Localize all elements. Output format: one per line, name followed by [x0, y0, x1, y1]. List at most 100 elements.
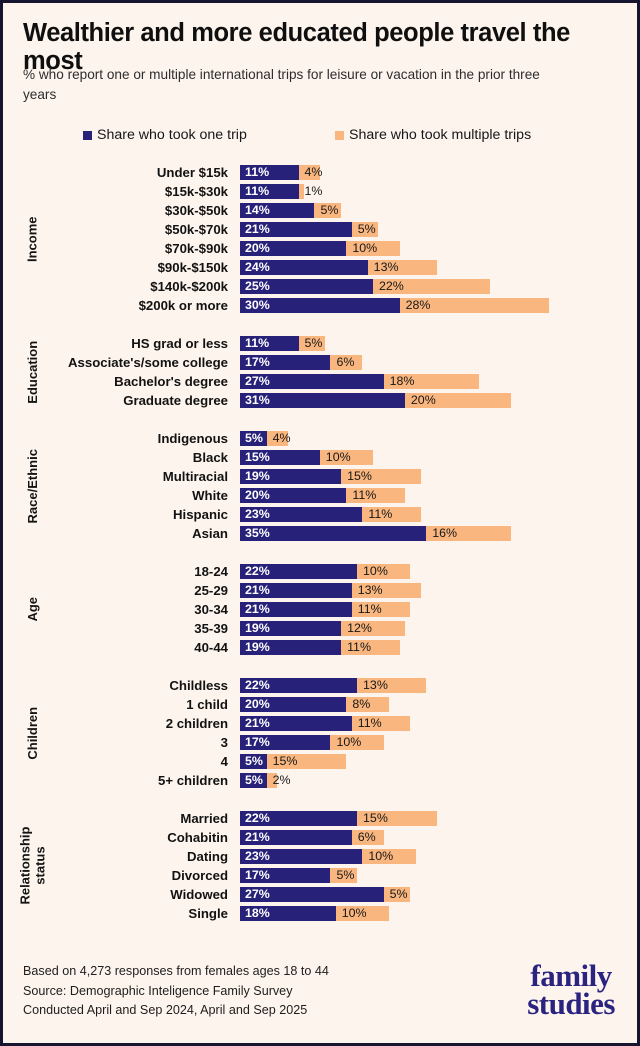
bar-segment-multiple-trips[interactable]: 16%	[426, 526, 512, 541]
bar-segment-one-trip[interactable]: 22%	[240, 564, 358, 579]
chart-row[interactable]: Multiracial 19% 15%	[3, 467, 640, 486]
bar-segment-multiple-trips[interactable]: 11%	[351, 602, 411, 617]
bar-segment-one-trip[interactable]: 35%	[240, 526, 427, 541]
bar-segment-multiple-trips[interactable]: 8%	[346, 697, 389, 712]
bar-segment-one-trip[interactable]: 21%	[240, 602, 352, 617]
bar-segment-one-trip[interactable]: 20%	[240, 697, 347, 712]
bar-segment-one-trip[interactable]: 21%	[240, 716, 352, 731]
chart-row[interactable]: 25-29 21% 13%	[3, 581, 640, 600]
bar-segment-one-trip[interactable]: 23%	[240, 507, 363, 522]
chart-row[interactable]: White 20% 11%	[3, 486, 640, 505]
chart-row[interactable]: $30k-$50k 14% 5%	[3, 201, 640, 220]
bar-segment-one-trip[interactable]: 5%	[240, 431, 267, 446]
chart-row[interactable]: Graduate degree 31% 20%	[3, 391, 640, 410]
chart-row[interactable]: $70k-$90k 20% 10%	[3, 239, 640, 258]
bar-segment-one-trip[interactable]: 11%	[240, 184, 299, 199]
bar-segment-one-trip[interactable]: 21%	[240, 830, 352, 845]
bar-segment-multiple-trips[interactable]: 6%	[351, 830, 384, 845]
bar-segment-multiple-trips[interactable]: 15%	[357, 811, 437, 826]
chart-row[interactable]: Divorced 17% 5%	[3, 866, 640, 885]
bar-segment-multiple-trips[interactable]: 5%	[298, 336, 326, 351]
bar-segment-multiple-trips[interactable]: 10%	[346, 241, 400, 256]
bar-segment-multiple-trips[interactable]: 13%	[351, 583, 421, 598]
chart-row[interactable]: $15k-$30k 11% 1%	[3, 182, 640, 201]
bar-segment-multiple-trips[interactable]: 10%	[335, 906, 389, 921]
chart-row[interactable]: HS grad or less 11% 5%	[3, 334, 640, 353]
chart-row[interactable]: Dating 23% 10%	[3, 847, 640, 866]
bar-segment-multiple-trips[interactable]: 5%	[383, 887, 411, 902]
bar-segment-multiple-trips[interactable]: 10%	[319, 450, 373, 465]
chart-row[interactable]: 4 5% 15%	[3, 752, 640, 771]
bar-segment-multiple-trips[interactable]: 22%	[373, 279, 491, 294]
chart-row[interactable]: Hispanic 23% 11%	[3, 505, 640, 524]
chart-row[interactable]: $200k or more 30% 28%	[3, 296, 640, 315]
chart-row[interactable]: Childless 22% 13%	[3, 676, 640, 695]
bar-segment-multiple-trips[interactable]: 15%	[341, 469, 421, 484]
chart-row[interactable]: Widowed 27% 5%	[3, 885, 640, 904]
bar-segment-multiple-trips[interactable]: 10%	[357, 564, 411, 579]
bar-segment-one-trip[interactable]: 25%	[240, 279, 373, 294]
bar-segment-one-trip[interactable]: 5%	[240, 754, 267, 769]
bar-segment-one-trip[interactable]: 21%	[240, 222, 352, 237]
chart-row[interactable]: 3 17% 10%	[3, 733, 640, 752]
bar-segment-multiple-trips[interactable]: 5%	[351, 222, 379, 237]
bar-segment-one-trip[interactable]: 27%	[240, 887, 384, 902]
bar-segment-one-trip[interactable]: 20%	[240, 488, 347, 503]
chart-row[interactable]: 18-24 22% 10%	[3, 562, 640, 581]
chart-row[interactable]: Married 22% 15%	[3, 809, 640, 828]
bar-segment-multiple-trips[interactable]: 12%	[341, 621, 405, 636]
bar-segment-one-trip[interactable]: 17%	[240, 355, 331, 370]
chart-row[interactable]: 40-44 19% 11%	[3, 638, 640, 657]
bar-segment-one-trip[interactable]: 11%	[240, 165, 299, 180]
bar-segment-multiple-trips[interactable]: 10%	[362, 849, 416, 864]
bar-segment-one-trip[interactable]: 18%	[240, 906, 336, 921]
bar-segment-one-trip[interactable]: 5%	[240, 773, 267, 788]
legend-item-multiple-trips[interactable]: Share who took multiple trips	[335, 127, 531, 143]
chart-row[interactable]: 2 children 21% 11%	[3, 714, 640, 733]
bar-segment-one-trip[interactable]: 30%	[240, 298, 400, 313]
bar-segment-one-trip[interactable]: 21%	[240, 583, 352, 598]
bar-segment-multiple-trips[interactable]: 13%	[367, 260, 437, 275]
bar-segment-multiple-trips[interactable]: 11%	[346, 488, 405, 503]
bar-segment-multiple-trips[interactable]: 10%	[330, 735, 384, 750]
bar-segment-one-trip[interactable]: 19%	[240, 640, 342, 655]
bar-segment-multiple-trips[interactable]: 6%	[330, 355, 363, 370]
chart-row[interactable]: 35-39 19% 12%	[3, 619, 640, 638]
bar-segment-multiple-trips[interactable]: 5%	[314, 203, 342, 218]
bar-segment-one-trip[interactable]: 31%	[240, 393, 405, 408]
bar-segment-multiple-trips[interactable]: 4%	[298, 165, 322, 180]
bar-segment-one-trip[interactable]: 17%	[240, 868, 331, 883]
bar-segment-one-trip[interactable]: 11%	[240, 336, 299, 351]
bar-segment-multiple-trips[interactable]: 15%	[266, 754, 347, 769]
bar-segment-multiple-trips[interactable]: 4%	[266, 431, 291, 446]
bar-segment-one-trip[interactable]: 27%	[240, 374, 384, 389]
bar-segment-multiple-trips[interactable]: 11%	[341, 640, 400, 655]
legend-item-one-trip[interactable]: Share who took one trip	[83, 127, 247, 143]
bar-segment-one-trip[interactable]: 17%	[240, 735, 331, 750]
chart-row[interactable]: 5+ children 5% 2%	[3, 771, 640, 790]
bar-segment-one-trip[interactable]: 19%	[240, 621, 342, 636]
chart-row[interactable]: $90k-$150k 24% 13%	[3, 258, 640, 277]
bar-segment-one-trip[interactable]: 22%	[240, 678, 358, 693]
chart-row[interactable]: Cohabitin 21% 6%	[3, 828, 640, 847]
bar-segment-one-trip[interactable]: 20%	[240, 241, 347, 256]
chart-row[interactable]: Black 15% 10%	[3, 448, 640, 467]
bar-segment-one-trip[interactable]: 14%	[240, 203, 315, 218]
chart-row[interactable]: 30-34 21% 11%	[3, 600, 640, 619]
bar-segment-multiple-trips[interactable]: 28%	[399, 298, 549, 313]
chart-row[interactable]: 1 child 20% 8%	[3, 695, 640, 714]
bar-segment-multiple-trips[interactable]: 2%	[266, 773, 291, 788]
bar-segment-multiple-trips[interactable]: 11%	[351, 716, 411, 731]
chart-row[interactable]: Under $15k 11% 4%	[3, 163, 640, 182]
bar-segment-one-trip[interactable]: 23%	[240, 849, 363, 864]
chart-row[interactable]: Indigenous 5% 4%	[3, 429, 640, 448]
bar-segment-one-trip[interactable]: 22%	[240, 811, 358, 826]
bar-segment-multiple-trips[interactable]: 13%	[357, 678, 427, 693]
bar-segment-multiple-trips[interactable]: 18%	[383, 374, 480, 389]
bar-segment-one-trip[interactable]: 19%	[240, 469, 342, 484]
bar-segment-multiple-trips[interactable]: 20%	[404, 393, 512, 408]
chart-row[interactable]: Asian 35% 16%	[3, 524, 640, 543]
chart-row[interactable]: Associate's/some college 17% 6%	[3, 353, 640, 372]
bar-segment-one-trip[interactable]: 24%	[240, 260, 368, 275]
bar-segment-multiple-trips[interactable]: 5%	[330, 868, 358, 883]
